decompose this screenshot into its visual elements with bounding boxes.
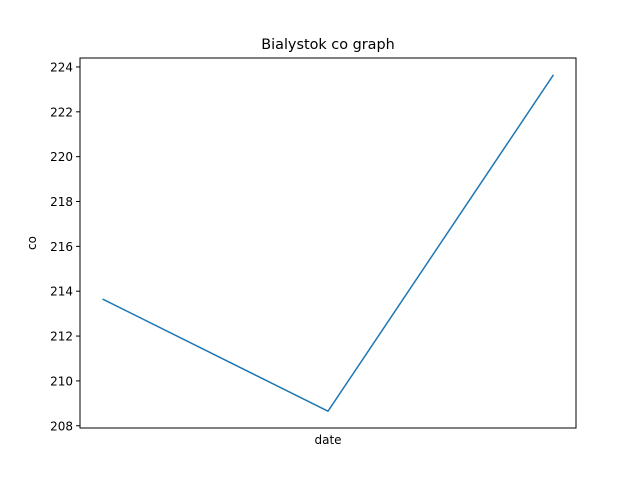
- y-tick-label: 220: [50, 150, 73, 164]
- plot-frame: [79, 57, 577, 429]
- series-line-0: [102, 74, 555, 412]
- y-tick-label: 222: [50, 105, 73, 119]
- x-axis-label: date: [314, 433, 341, 447]
- y-tick-label: 208: [50, 419, 73, 433]
- y-axis-label: co: [25, 236, 39, 250]
- y-tick-label: 218: [50, 195, 73, 209]
- series-layer: [102, 74, 555, 412]
- y-tick-label: 224: [50, 60, 73, 74]
- y-tick-label: 214: [50, 285, 73, 299]
- y-tick-label: 210: [50, 374, 73, 388]
- chart-title: Bialystok co graph: [261, 37, 394, 53]
- y-axis-ticks: 208 210 212 214 216 218 220 222 224: [50, 60, 80, 433]
- y-tick-label: 212: [50, 330, 73, 344]
- y-tick-label: 216: [50, 240, 73, 254]
